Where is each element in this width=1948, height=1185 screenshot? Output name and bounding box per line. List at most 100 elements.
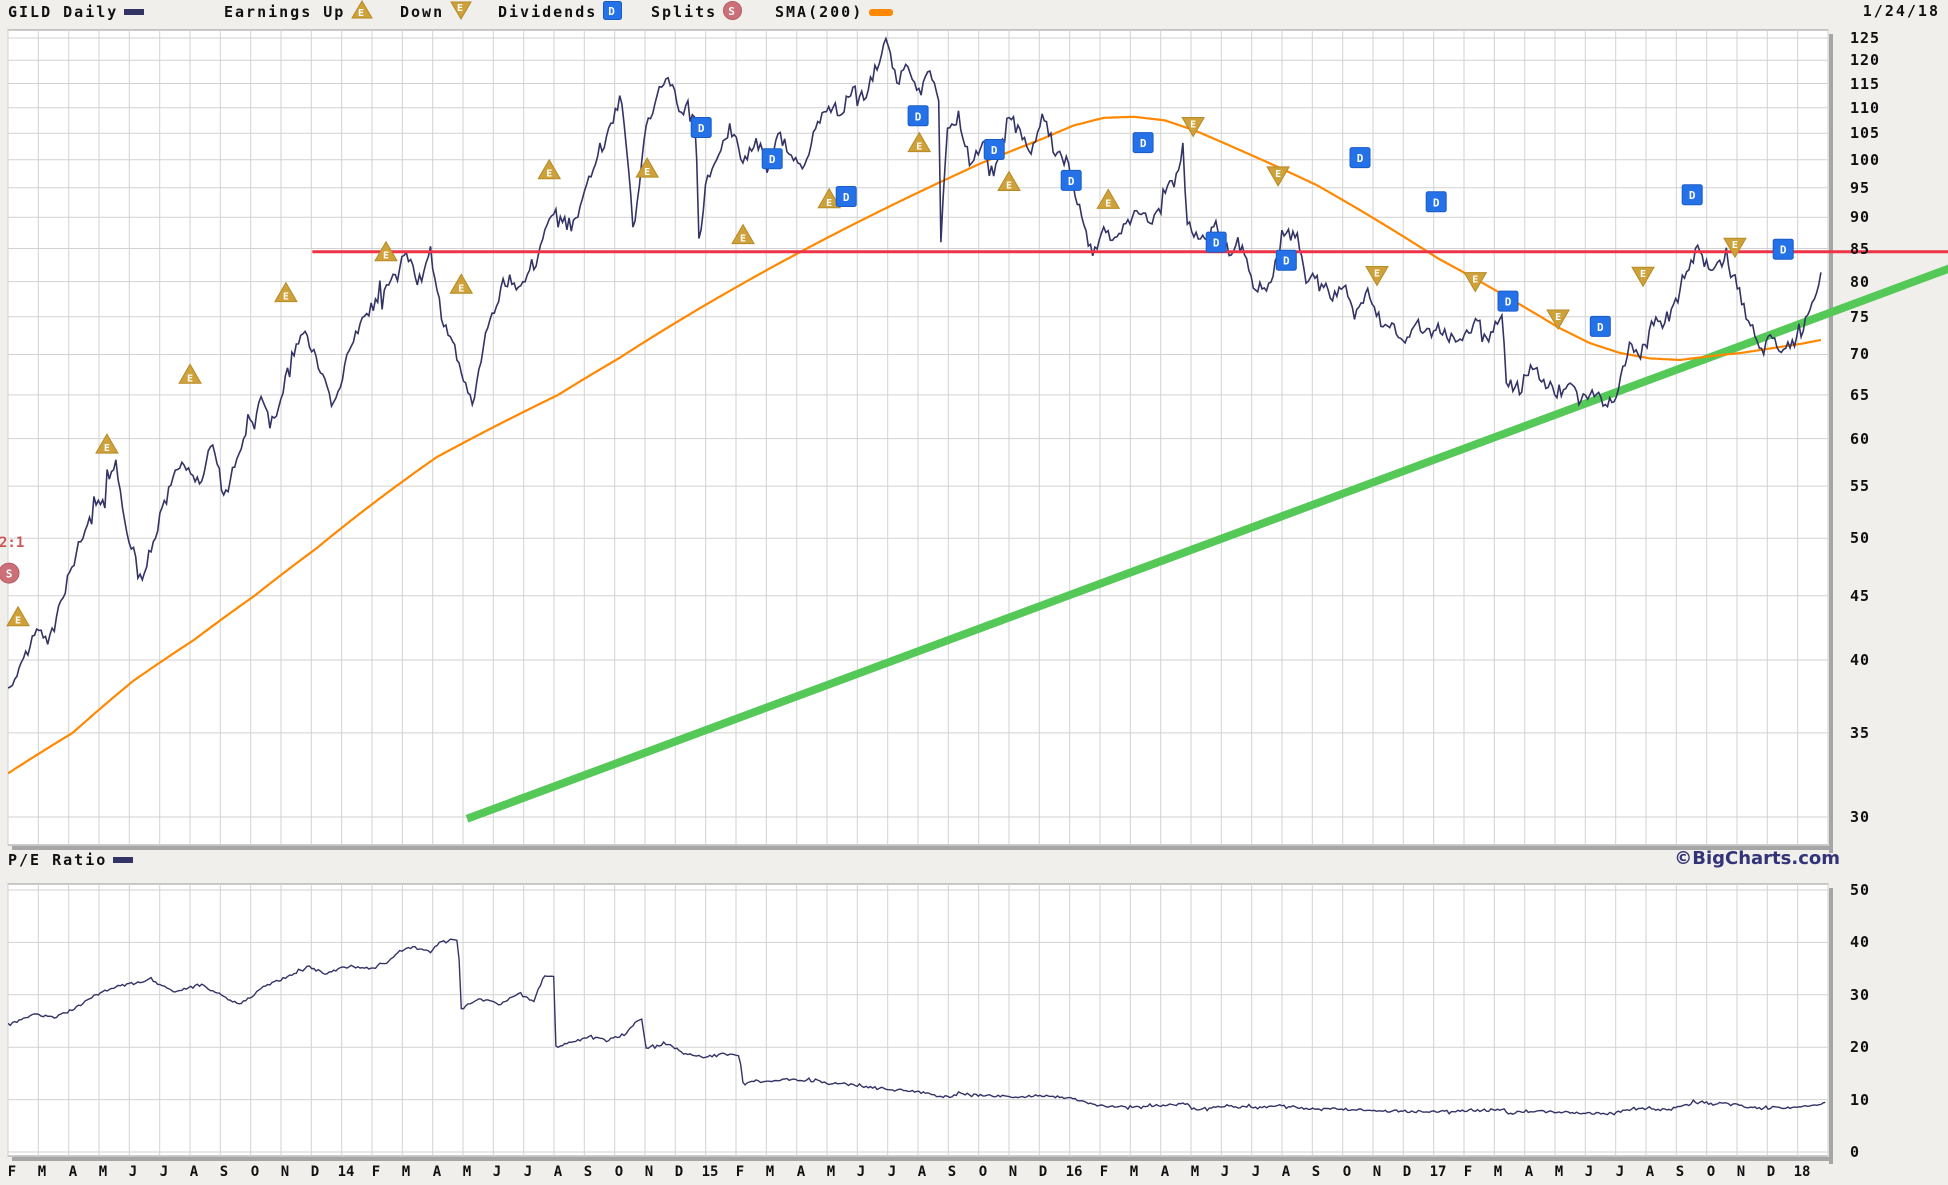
dividend-marker: D [1132,132,1154,154]
month-axis-tick: D [1038,1164,1048,1180]
month-axis-tick: J [887,1164,897,1180]
dividend-marker: D [1205,231,1227,253]
month-axis-tick: M [826,1164,836,1180]
svg-text:E: E [104,443,110,454]
legend-earnings-up: Earnings Up E [224,0,374,24]
svg-text:E: E [383,251,389,262]
month-axis-tick: O [1342,1164,1352,1180]
svg-text:E: E [1640,269,1646,280]
earnings-up-marker: E [274,281,298,303]
month-axis-tick: A [1524,1164,1534,1180]
price-series [8,36,1822,689]
month-axis-tick: A [917,1164,927,1180]
svg-text:E: E [644,167,650,178]
month-axis-tick: A [68,1164,78,1180]
earnings-down-marker: E [1631,266,1655,288]
month-axis-tick: M [37,1164,47,1180]
earnings-up-marker: E [6,605,30,627]
month-axis-tick: S [1675,1164,1685,1180]
svg-text:D: D [1068,175,1075,188]
month-axis-tick: S [1311,1164,1321,1180]
main-plot-shadow-right [1829,34,1833,853]
legend-splits: Splits S [651,0,743,22]
dividend-marker: D [1772,238,1794,260]
svg-text:E: E [740,234,746,245]
support-trendline [465,264,1948,823]
price-axis-tick: 75 [1850,308,1871,326]
svg-text:D: D [915,110,922,123]
svg-text:E: E [15,616,21,627]
svg-text:D: D [1597,321,1604,334]
month-axis-tick: J [856,1164,866,1180]
price-axis-tick: 120 [1850,51,1881,69]
pe-axis-tick: 40 [1850,933,1871,951]
month-axis-tick: J [128,1164,138,1180]
price-axis-tick: 50 [1850,529,1871,547]
svg-text:D: D [1780,244,1787,257]
svg-text:S: S [6,568,13,581]
earnings-up-marker: E [635,157,660,178]
month-axis-tick: O [250,1164,260,1180]
month-axis-tick: 17 [1429,1164,1447,1180]
svg-text:E: E [457,3,465,14]
price-axis-tick: 80 [1850,273,1871,291]
svg-text:E: E [1105,198,1111,209]
pe-plot-shadow-bottom [12,1157,1833,1161]
earnings-up-marker: E [449,273,474,294]
month-axis-tick: F [1099,1164,1109,1180]
legend-earnings-down: Down E [400,0,472,24]
pe-ratio-title: P/E Ratio [8,849,134,871]
month-axis-tick: N [1736,1164,1746,1180]
price-axis-tick: 70 [1850,345,1871,363]
dividend-icon: D [603,0,623,24]
month-axis-tick: D [674,1164,684,1180]
earnings-up-icon: E [351,0,374,24]
price-axis-tick: 110 [1850,99,1881,117]
svg-text:E: E [1555,312,1561,323]
month-axis-tick: J [159,1164,169,1180]
legend-dividends: Dividends D [498,0,623,24]
price-axis-tick: 65 [1850,386,1871,404]
pe-ratio-series [8,938,1826,1116]
price-axis-tick: 35 [1850,724,1871,742]
earnings-down-marker: E [1723,237,1747,259]
month-axis-tick: N [1008,1164,1018,1180]
pe-axis-tick: 30 [1850,986,1871,1004]
price-axis-tick: 95 [1850,179,1871,197]
svg-text:D: D [698,122,705,135]
month-axis-tick: J [1251,1164,1261,1180]
dividend-marker: D [907,105,929,127]
month-axis-tick: 18 [1793,1164,1811,1180]
legend-earnings-down-label: Down [400,3,445,21]
price-axis-tick: 105 [1850,124,1881,142]
pe-ratio-title-label: P/E Ratio [8,851,108,869]
month-axis-tick: N [644,1164,654,1180]
legend-dividends-label: Dividends [498,3,598,21]
price-line-swatch [124,9,145,15]
month-axis-tick: D [310,1164,320,1180]
dividend-marker: D [1060,169,1082,191]
price-axis-tick: 60 [1850,430,1871,448]
earnings-down-marker: E [1181,117,1206,138]
month-axis-tick: N [280,1164,290,1180]
svg-text:D: D [608,5,617,18]
svg-text:E: E [1006,181,1012,192]
month-axis-tick: A [432,1164,442,1180]
svg-text:D: D [843,191,850,204]
price-axis-tick: 115 [1850,75,1881,93]
svg-text:D: D [1140,137,1147,150]
legend-splits-label: Splits [651,3,718,21]
svg-text:D: D [1357,152,1364,165]
earnings-down-marker: E [1546,309,1570,330]
month-axis-tick: 15 [701,1164,719,1180]
month-axis-tick: O [1706,1164,1716,1180]
pe-axis-tick: 0 [1850,1143,1861,1161]
month-axis-tick: A [189,1164,199,1180]
main-plot-shadow-bottom [12,846,1833,850]
svg-text:E: E [546,169,552,180]
dividend-marker: D [1349,147,1371,169]
price-axis-tick: 40 [1850,651,1871,669]
earnings-down-icon: E [450,0,472,24]
earnings-up-marker: E [374,240,398,262]
